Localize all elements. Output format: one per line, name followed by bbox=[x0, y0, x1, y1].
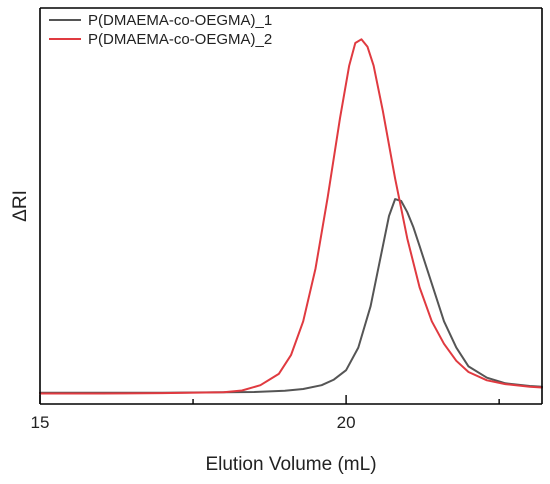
y-axis-title: ΔRI bbox=[10, 190, 31, 222]
x-tick-label: 15 bbox=[31, 413, 50, 432]
legend-label-series-2: P(DMAEMA-co-OEGMA)_2 bbox=[88, 31, 272, 48]
legend-label-series-1: P(DMAEMA-co-OEGMA)_1 bbox=[88, 12, 272, 29]
x-ticks: 15 20 bbox=[31, 395, 500, 432]
x-axis-title: Elution Volume (mL) bbox=[205, 454, 376, 475]
legend: P(DMAEMA-co-OEGMA)_1 P(DMAEMA-co-OEGMA)_… bbox=[49, 12, 272, 48]
series-line-2 bbox=[39, 38, 543, 395]
series-line-1 bbox=[39, 198, 543, 394]
x-tick-label: 20 bbox=[337, 413, 356, 432]
plot-area bbox=[39, 38, 543, 395]
